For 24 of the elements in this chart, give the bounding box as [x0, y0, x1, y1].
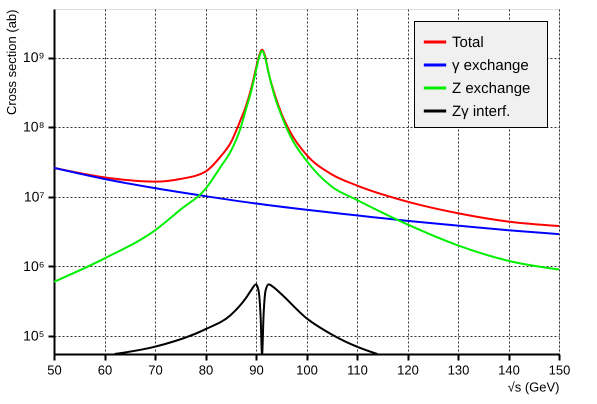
y-tick-label: 10⁶ [23, 258, 44, 274]
line-series [54, 50, 559, 283]
legend-label: Z exchange [452, 80, 530, 97]
y-axis-title: Cross section (ab) [4, 10, 19, 115]
y-tick-label: 10⁸ [23, 118, 45, 135]
x-axis-title: √s (GeV) [508, 380, 560, 394]
x-tick-label: 150 [548, 362, 570, 378]
line-series [54, 166, 559, 236]
y-tick-label: 10⁹ [22, 49, 44, 66]
x-tick-label: 80 [198, 362, 214, 378]
x-tick-label: 110 [347, 362, 368, 378]
x-tick-label: 60 [98, 362, 112, 378]
x-tick-label: 120 [397, 362, 419, 378]
x-tick-label: 100 [296, 362, 318, 378]
legend-label: γ exchange [452, 57, 529, 74]
x-tick-label: 90 [249, 362, 264, 378]
y-tick-label: 10⁷ [24, 188, 44, 204]
y-tick-label: 10⁵ [23, 327, 44, 344]
x-tick-label: 140 [498, 362, 520, 378]
x-tick-label: 70 [148, 362, 163, 378]
legend-label: Zγ interf. [452, 103, 510, 120]
x-tick-label: 130 [448, 362, 470, 378]
x-tick-label: 50 [47, 362, 62, 378]
legend-label: Total [452, 34, 484, 51]
